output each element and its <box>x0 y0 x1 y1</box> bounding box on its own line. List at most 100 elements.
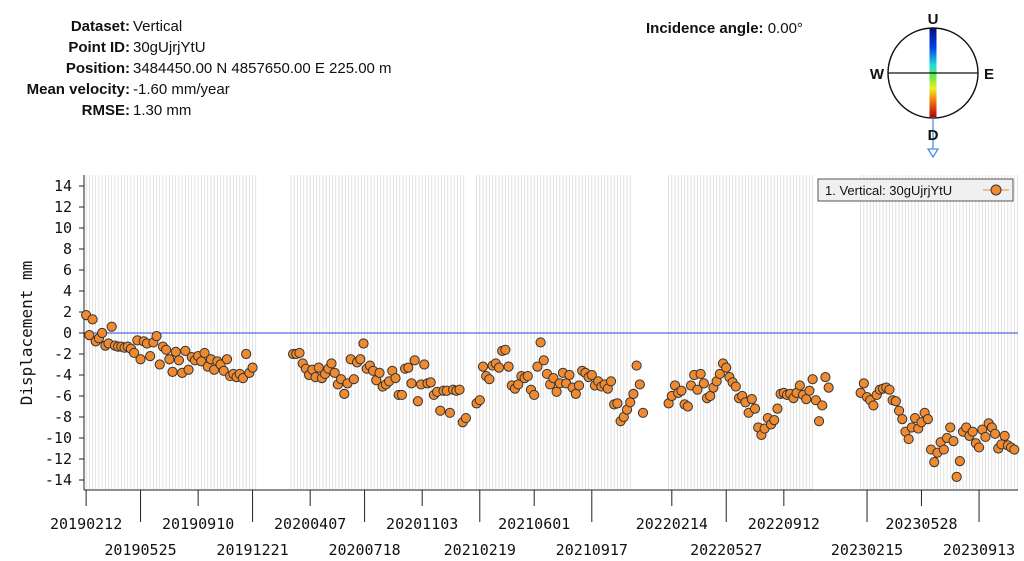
data-point <box>199 347 210 359</box>
legend-marker <box>990 184 1002 196</box>
data-point <box>682 401 693 412</box>
dataset-label: Dataset: <box>70 18 130 35</box>
data-point <box>954 456 965 467</box>
data-point <box>573 380 585 391</box>
data-point <box>84 330 95 341</box>
y-tick-label: 2 <box>63 303 72 321</box>
x-tick-label: 20210601 <box>498 515 570 533</box>
data-point <box>903 433 914 445</box>
data-point <box>164 354 175 365</box>
data-point <box>721 362 732 373</box>
y-tick-label: -14 <box>45 471 72 489</box>
data-point <box>890 396 901 407</box>
data-point <box>817 400 828 411</box>
x-ticks: 20190212 20190910 20200407 20201103 20210601… <box>50 490 1015 559</box>
data-point <box>129 347 140 359</box>
data-point <box>922 414 933 425</box>
data-point <box>154 359 165 370</box>
legend-box <box>817 178 1014 202</box>
position-value: 3484450.00 N 4857650.00 E 225.00 m <box>133 60 392 77</box>
data-point <box>820 372 831 383</box>
x-tick-label: 20230528 <box>885 515 957 533</box>
data-point <box>313 362 324 373</box>
dataset-value: Vertical <box>133 18 183 35</box>
data-point <box>403 362 414 373</box>
data-point <box>484 374 495 385</box>
data-point <box>695 368 706 380</box>
data-point <box>409 355 420 366</box>
data-point <box>586 369 597 381</box>
data-point <box>628 388 639 399</box>
y-tick-label: -2 <box>54 345 72 363</box>
x-tick-label: 20191221 <box>216 541 288 559</box>
data-point <box>884 384 895 395</box>
x-tick-label: 20190525 <box>104 541 176 559</box>
data-point <box>500 344 511 355</box>
data-point <box>247 362 258 373</box>
data-point <box>390 373 401 384</box>
data-point <box>87 314 98 325</box>
incidence-label: Incidence angle: <box>646 20 764 37</box>
data-point <box>801 394 812 405</box>
data-point <box>412 396 424 407</box>
data-point <box>329 367 340 378</box>
down-arrow-icon <box>926 148 940 159</box>
data-point <box>532 361 543 372</box>
data-point <box>241 348 252 360</box>
data-point <box>167 366 178 377</box>
incidence-angle: Incidence angle: 0.00° <box>646 20 803 37</box>
data-point <box>406 378 417 389</box>
y-axis-label: Displacement mm <box>17 261 36 406</box>
point-id-row: Point ID: 30gUjrjYtU <box>0 39 440 59</box>
compass-down-label: D <box>928 127 939 144</box>
data-point <box>183 364 194 375</box>
data-point <box>1009 444 1020 455</box>
data-point <box>106 321 117 332</box>
compass-east-label: E <box>984 66 994 83</box>
y-tick-label: 14 <box>54 177 72 195</box>
data-point <box>358 338 369 349</box>
data-point <box>989 428 1001 439</box>
compass-west-label: W <box>870 66 885 83</box>
data-point <box>749 403 761 414</box>
data-point <box>396 389 408 401</box>
y-tick-label: 0 <box>63 324 72 342</box>
y-tick-label: 4 <box>63 282 72 300</box>
data-point <box>538 355 549 366</box>
x-tick-label: 20190910 <box>162 515 234 533</box>
data-point <box>948 436 959 447</box>
velocity-row: Mean velocity: -1.60 mm/year <box>0 81 440 101</box>
data-point <box>804 385 815 396</box>
y-tick-label: 8 <box>63 240 72 258</box>
data-point <box>460 412 472 424</box>
data-point <box>522 370 533 382</box>
y-tick-label: 12 <box>54 198 72 216</box>
data-point <box>425 377 436 388</box>
x-tick-label: 20201103 <box>386 515 458 533</box>
data-point <box>612 398 623 409</box>
data-point <box>730 381 741 392</box>
x-tick-label: 20210219 <box>444 541 516 559</box>
data-point <box>631 360 642 371</box>
data-point <box>474 395 485 406</box>
x-tick-label: 20200407 <box>274 515 346 533</box>
data-point <box>374 367 385 378</box>
data-point <box>435 405 446 416</box>
data-point <box>326 358 337 369</box>
data-point <box>294 347 305 359</box>
data-point <box>637 407 649 418</box>
rmse-row: RMSE: 1.30 mm <box>0 102 440 122</box>
data-point <box>714 368 725 380</box>
data-point <box>221 354 233 365</box>
rmse-value: 1.30 mm <box>133 102 192 119</box>
data-point <box>135 354 146 365</box>
data-point <box>348 374 360 385</box>
data-point <box>551 386 562 397</box>
data-point <box>570 388 581 399</box>
data-point <box>444 407 456 418</box>
data-point <box>535 337 546 348</box>
point-id-label: Point ID: <box>68 39 130 56</box>
data-point <box>698 378 709 389</box>
data-point <box>938 444 949 455</box>
